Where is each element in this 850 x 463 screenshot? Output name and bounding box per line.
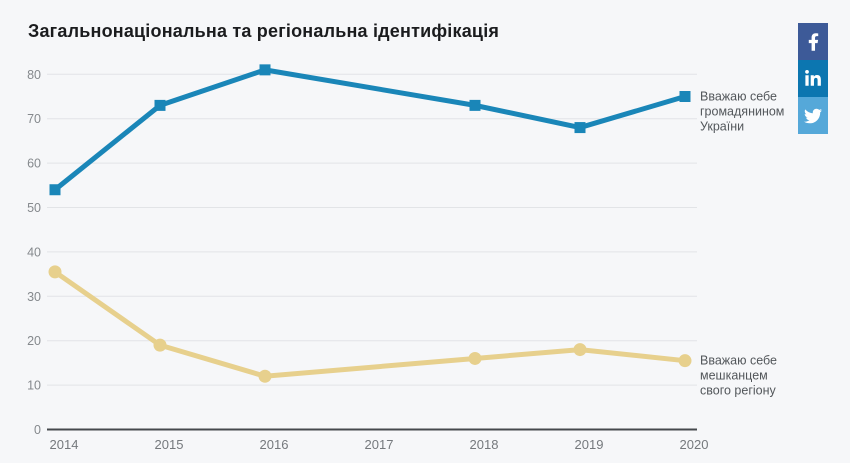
x-tick-label: 2014 (50, 437, 79, 452)
linkedin-share-button[interactable] (798, 60, 828, 97)
x-tick-label: 2016 (260, 437, 289, 452)
series-end-label: громадянином (700, 105, 784, 119)
y-tick-label: 50 (27, 201, 41, 215)
y-tick-label: 80 (27, 68, 41, 82)
data-point-marker (259, 64, 271, 76)
x-tick-label: 2018 (470, 437, 499, 452)
y-tick-label: 30 (27, 290, 41, 304)
x-tick-label: 2015 (155, 437, 184, 452)
data-point-marker (49, 184, 61, 196)
series-line (53, 67, 686, 192)
series-end-label: Вважаю себе (700, 354, 777, 368)
data-point-marker (469, 99, 481, 111)
data-point-marker (574, 122, 586, 134)
data-point-marker (678, 354, 692, 368)
y-tick-label: 40 (27, 245, 41, 259)
data-point-marker (573, 343, 587, 357)
series-end-label: Вважаю себе (700, 90, 777, 104)
data-point-marker (48, 265, 62, 279)
data-point-marker (154, 99, 166, 111)
x-tick-label: 2020 (680, 437, 709, 452)
x-tick-label: 2019 (575, 437, 604, 452)
series-end-label: України (700, 120, 744, 134)
series-end-label: мешканцем (700, 369, 768, 383)
chart-title: Загальнонаціональна та регіональна ідент… (28, 21, 500, 41)
y-tick-label: 70 (27, 112, 41, 126)
facebook-share-button[interactable] (798, 23, 828, 60)
data-point-marker (153, 338, 167, 352)
y-tick-label: 0 (34, 423, 41, 437)
series-end-label: свого регіону (700, 384, 777, 398)
y-tick-label: 20 (27, 334, 41, 348)
data-point-marker (679, 91, 691, 102)
twitter-share-button[interactable] (798, 97, 828, 134)
data-point-marker (258, 369, 272, 383)
facebook-icon (808, 32, 819, 52)
linkedin-icon (805, 69, 821, 88)
twitter-icon (804, 107, 822, 125)
series-line (53, 269, 686, 379)
x-tick-label: 2017 (365, 437, 394, 452)
y-tick-label: 10 (27, 379, 41, 393)
social-share-bar (798, 23, 828, 134)
data-point-marker (468, 351, 482, 365)
y-tick-label: 60 (27, 157, 41, 171)
